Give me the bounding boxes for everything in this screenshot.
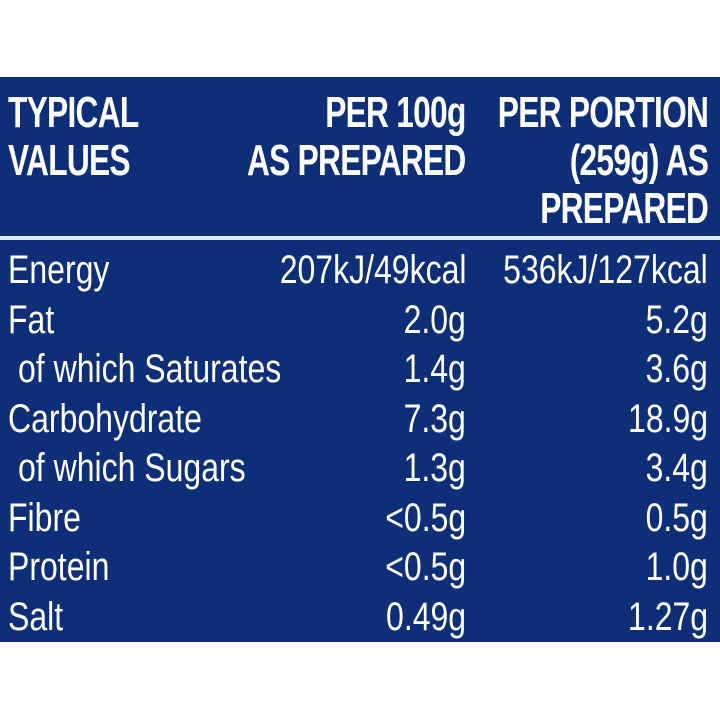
per-100g-value: 2.0g xyxy=(403,297,466,342)
header-text: AS PREPARED xyxy=(247,136,466,185)
header-text: (259g) AS xyxy=(569,136,709,185)
nutrition-table: TYPICAL VALUES PER 100g AS PREPARED PER … xyxy=(0,77,720,642)
per-portion-value: 18.9g xyxy=(627,396,708,441)
header-text: PER 100g xyxy=(325,88,467,137)
per-100g-value: 207kJ/49kcal xyxy=(279,248,466,292)
header-text: PER PORTION xyxy=(497,88,709,137)
nutrient-label: Salt xyxy=(8,594,64,639)
table-row: Fibre <0.5g 0.5g xyxy=(0,493,720,543)
per-portion-value: 536kJ/127kcal xyxy=(503,248,708,292)
table-row: Protein <0.5g 1.0g xyxy=(0,542,720,592)
table-row: Fat 2.0g 5.2g xyxy=(0,295,720,345)
nutrient-label: Carbohydrate xyxy=(8,396,202,441)
per-100g-value: 1.4g xyxy=(403,347,466,391)
nutrient-label: of which Sugars xyxy=(18,446,246,490)
table-row: Carbohydrate 7.3g 18.9g xyxy=(0,394,720,444)
table-row: of which Saturates 1.4g 3.6g xyxy=(0,344,720,394)
header-text: PREPARED xyxy=(540,184,709,233)
table-row: Salt 0.49g 1.27g xyxy=(0,592,720,642)
per-100g-value: 1.3g xyxy=(403,446,466,490)
per-100g-value: 0.49g xyxy=(385,594,466,639)
per-portion-value: 1.0g xyxy=(645,545,708,589)
per-100g-value: 7.3g xyxy=(403,396,466,441)
table-row: of which Sugars 1.3g 3.4g xyxy=(0,443,720,493)
nutrient-label: Fibre xyxy=(8,495,81,540)
per-portion-value: 3.4g xyxy=(645,446,708,490)
header-text: TYPICAL xyxy=(8,88,139,137)
nutrient-label: Energy xyxy=(8,248,110,292)
per-100g-value: <0.5g xyxy=(385,545,466,589)
header-per-100g: PER 100g AS PREPARED xyxy=(247,89,466,185)
nutrient-label: Protein xyxy=(8,545,110,589)
nutrient-label: of which Saturates xyxy=(18,347,282,391)
header-typical-values: TYPICAL VALUES xyxy=(8,88,139,185)
header-text: VALUES xyxy=(8,136,131,185)
per-portion-value: 1.27g xyxy=(627,594,708,639)
per-portion-value: 3.6g xyxy=(645,347,708,391)
per-portion-value: 5.2g xyxy=(645,297,708,342)
per-100g-value: <0.5g xyxy=(385,495,466,540)
header-per-portion: PER PORTION (259g) AS PREPARED xyxy=(497,88,709,233)
table-row: Energy 207kJ/49kcal 536kJ/127kcal xyxy=(0,245,720,295)
per-portion-value: 0.5g xyxy=(645,495,708,540)
nutrient-label: Fat xyxy=(8,297,55,342)
header-divider xyxy=(0,236,720,240)
